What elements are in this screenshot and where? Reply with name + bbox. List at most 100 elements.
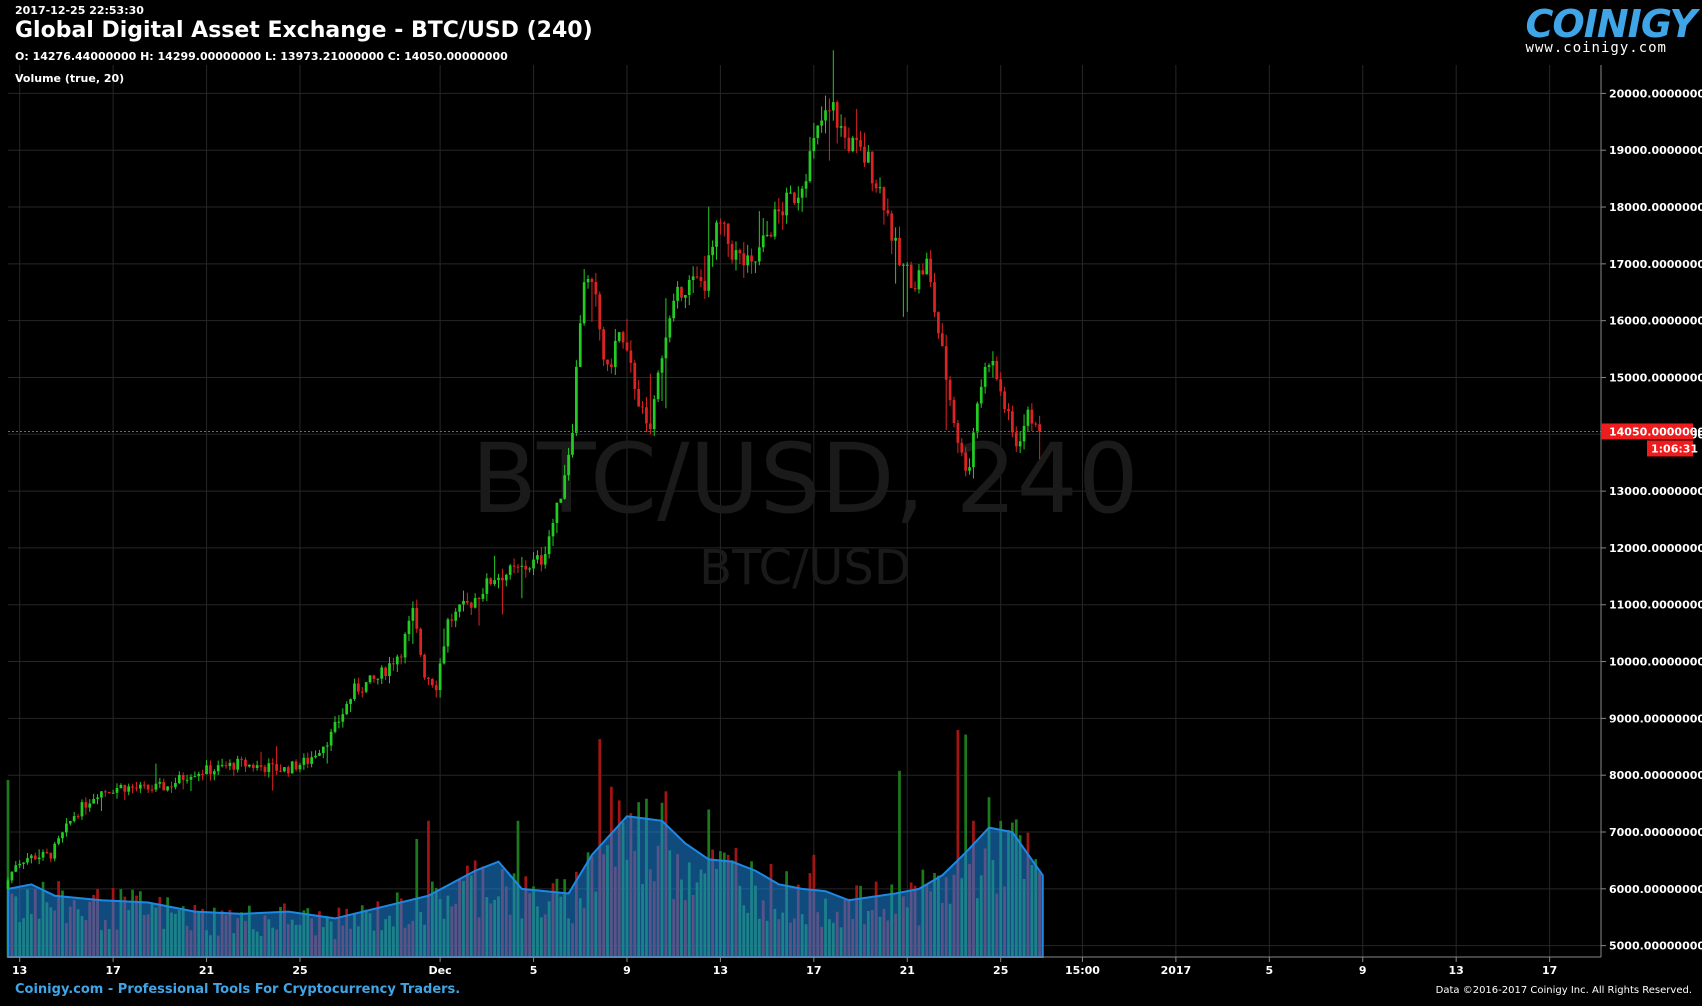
candle-body	[174, 783, 177, 788]
candle-body	[652, 399, 656, 430]
candle-body	[423, 654, 426, 678]
countdown-tag-bg	[1647, 440, 1693, 457]
candle-body	[754, 261, 757, 263]
candle-body	[804, 181, 808, 189]
candle-body	[606, 359, 609, 365]
candle-body	[294, 761, 298, 770]
candle-body	[664, 337, 668, 359]
watermark-main: BTC/USD, 240	[471, 423, 1139, 535]
candle-body	[438, 663, 442, 691]
candle-body	[757, 247, 761, 262]
candle-body	[633, 362, 637, 389]
timestamp: 2017-12-25 22:53:30	[15, 4, 144, 17]
candle-body	[905, 264, 909, 266]
candle-body	[240, 758, 243, 760]
candle-body	[855, 137, 859, 141]
candle-body	[859, 140, 862, 147]
candle-body	[543, 554, 547, 565]
candle-body	[481, 593, 485, 599]
candle-body	[302, 757, 306, 765]
candle-body	[870, 151, 874, 184]
candle-body	[536, 555, 539, 560]
candle-body	[637, 388, 641, 407]
candle-body	[259, 765, 263, 767]
candle-body	[162, 782, 166, 791]
candle-body	[248, 764, 251, 767]
candle-body	[454, 611, 458, 621]
candle-body	[411, 608, 415, 621]
candle-body	[333, 721, 337, 732]
candle-body	[851, 137, 855, 152]
candle-body	[220, 765, 224, 767]
candle-body	[613, 340, 617, 368]
candle-body	[512, 565, 516, 567]
x-tick-label: 9	[1359, 964, 1367, 977]
candle-body	[45, 852, 49, 854]
candle-body	[119, 784, 123, 789]
candle-body	[539, 555, 543, 565]
candle-body	[290, 761, 294, 774]
volume-indicator-label: Volume (true, 20)	[15, 72, 125, 85]
candle-body	[49, 852, 53, 859]
candle-body	[1018, 441, 1022, 447]
candle-body	[197, 773, 201, 777]
candle-body	[793, 192, 796, 204]
y-tick-label: 10000.00000000	[1609, 656, 1702, 669]
coinigy-logo[interactable]: COINIGY www.coinigy.com	[1526, 2, 1697, 56]
chart-title: Global Digital Asset Exchange - BTC/USD …	[15, 18, 593, 43]
x-tick-label: 5	[530, 964, 538, 977]
x-tick-label: 17	[806, 964, 821, 977]
candle-body	[442, 646, 446, 664]
candle-body	[279, 770, 282, 772]
candle-body	[960, 442, 964, 453]
y-tick-label: 12000.00000000	[1609, 542, 1702, 555]
candle-body	[975, 403, 979, 433]
candle-body	[26, 858, 29, 863]
candle-body	[730, 243, 734, 260]
candle-body	[933, 282, 936, 313]
volume-bar	[964, 734, 968, 957]
candle-body	[61, 832, 64, 839]
y-tick-label: 19000.00000000	[1609, 144, 1702, 157]
current-price-tag-bg	[1601, 423, 1693, 440]
candle-body	[940, 333, 944, 347]
y-tick-label: 17000.00000000	[1609, 258, 1702, 271]
candle-body	[146, 784, 150, 790]
candle-body	[493, 580, 496, 584]
candle-body	[699, 277, 703, 281]
candle-body	[921, 270, 925, 275]
x-tick-label: 9	[623, 964, 631, 977]
y-tick-label: 20000.00000000	[1609, 87, 1702, 100]
candle-body	[462, 600, 465, 605]
current-price-tag: 14050.00000000 1:06:31	[1601, 423, 1702, 457]
candle-body	[158, 782, 162, 784]
x-tick-label: Dec	[429, 964, 452, 977]
candle-body	[991, 360, 995, 366]
footer-tagline[interactable]: Coinigy.com - Professional Tools For Cry…	[15, 982, 461, 997]
candle-body	[516, 566, 520, 568]
candle-body	[874, 183, 878, 189]
x-tick-label: 13	[713, 964, 728, 977]
candle-body	[925, 258, 929, 275]
candle-body	[368, 675, 372, 683]
candle-body	[715, 222, 718, 247]
candle-body	[645, 407, 648, 424]
candle-body	[987, 365, 991, 367]
candle-body	[824, 110, 827, 121]
candle-body	[563, 475, 567, 499]
candle-body	[434, 685, 438, 691]
candle-body	[831, 102, 835, 111]
candle-body	[937, 312, 940, 334]
candle-body	[80, 802, 84, 817]
candle-body	[578, 323, 582, 367]
candle-body	[777, 209, 781, 212]
candle-body	[189, 776, 193, 780]
candle-body	[430, 678, 434, 686]
candle-body	[177, 774, 181, 784]
candle-body	[100, 791, 103, 798]
candle-body	[789, 192, 792, 194]
candle-body	[1026, 409, 1030, 426]
candle-body	[769, 234, 773, 237]
candle-body	[866, 151, 870, 163]
